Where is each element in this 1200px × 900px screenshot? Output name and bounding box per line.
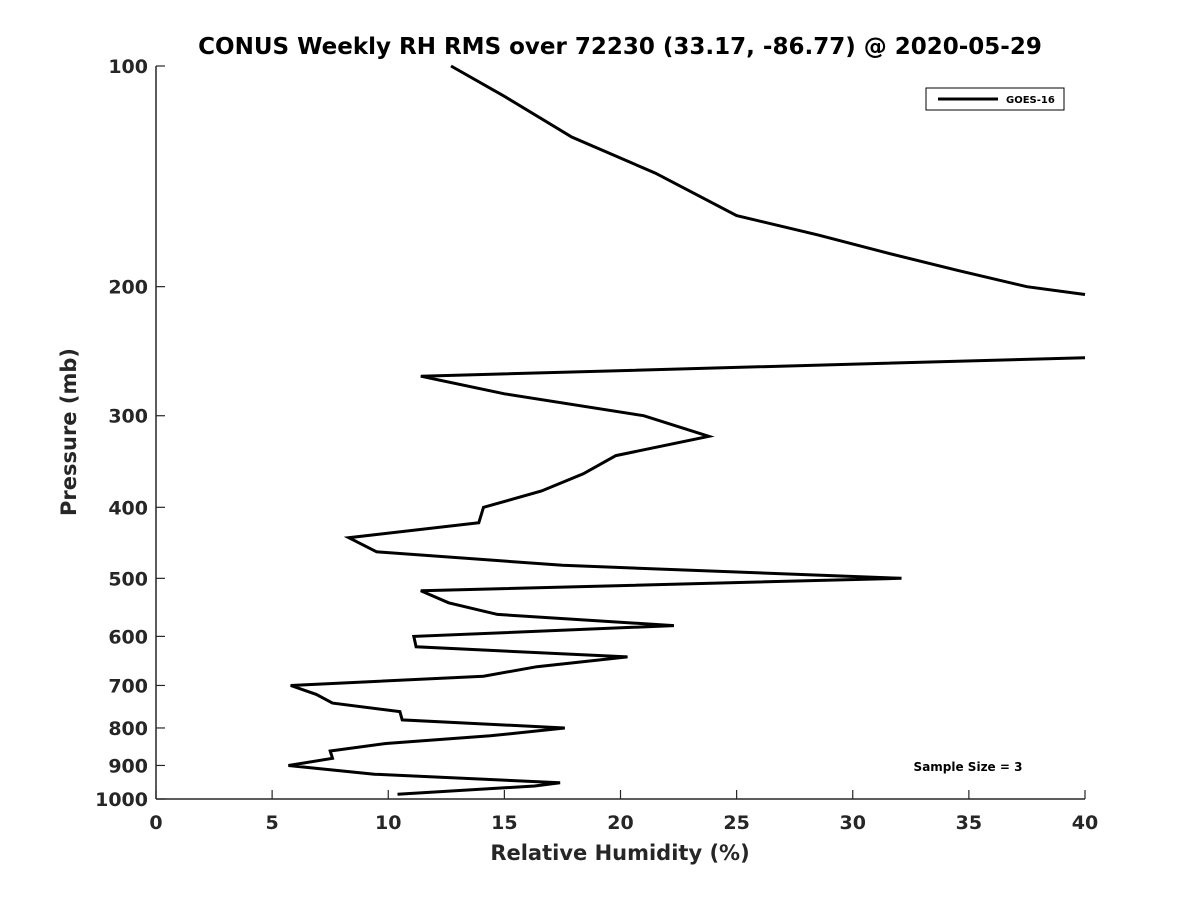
y-tick-label: 100 bbox=[108, 56, 148, 78]
y-axis-ticks: 100 200 300 400 500 600 700 800 900 1000 bbox=[95, 56, 165, 811]
y-tick-label: 500 bbox=[108, 568, 148, 590]
y-tick-label: 900 bbox=[108, 755, 148, 777]
axes bbox=[155, 66, 1085, 800]
x-tick-label: 25 bbox=[723, 812, 749, 834]
series-layer bbox=[288, 64, 1086, 796]
x-tick-label: 0 bbox=[149, 812, 162, 834]
y-tick-label: 200 bbox=[108, 277, 148, 299]
x-axis-label: Relative Humidity (%) bbox=[490, 841, 749, 865]
x-tick-label: 30 bbox=[840, 812, 866, 834]
y-tick-label: 400 bbox=[108, 497, 148, 519]
legend: GOES-16 bbox=[925, 87, 1065, 111]
series-line-goes-16 bbox=[450, 64, 1086, 296]
y-tick-label: 1000 bbox=[95, 789, 148, 811]
y-tick-label: 700 bbox=[108, 675, 148, 697]
x-tick-label: 5 bbox=[266, 812, 279, 834]
y-tick-label: 600 bbox=[108, 626, 148, 648]
sample-size-annotation: Sample Size = 3 bbox=[914, 760, 1023, 774]
chart-title: CONUS Weekly RH RMS over 72230 (33.17, -… bbox=[198, 34, 1042, 60]
y-tick-label: 800 bbox=[108, 718, 148, 740]
x-tick-label: 35 bbox=[956, 812, 982, 834]
x-tick-label: 15 bbox=[491, 812, 517, 834]
legend-label: GOES-16 bbox=[1006, 95, 1055, 106]
series-line-goes-16 bbox=[288, 356, 1086, 796]
y-axis-label: Pressure (mb) bbox=[57, 348, 81, 516]
x-tick-label: 20 bbox=[607, 812, 633, 834]
x-axis-ticks: 0 5 10 15 20 25 30 35 40 bbox=[149, 790, 1098, 834]
x-tick-label: 10 bbox=[375, 812, 401, 834]
x-tick-label: 40 bbox=[1072, 812, 1098, 834]
y-tick-label: 300 bbox=[108, 406, 148, 428]
